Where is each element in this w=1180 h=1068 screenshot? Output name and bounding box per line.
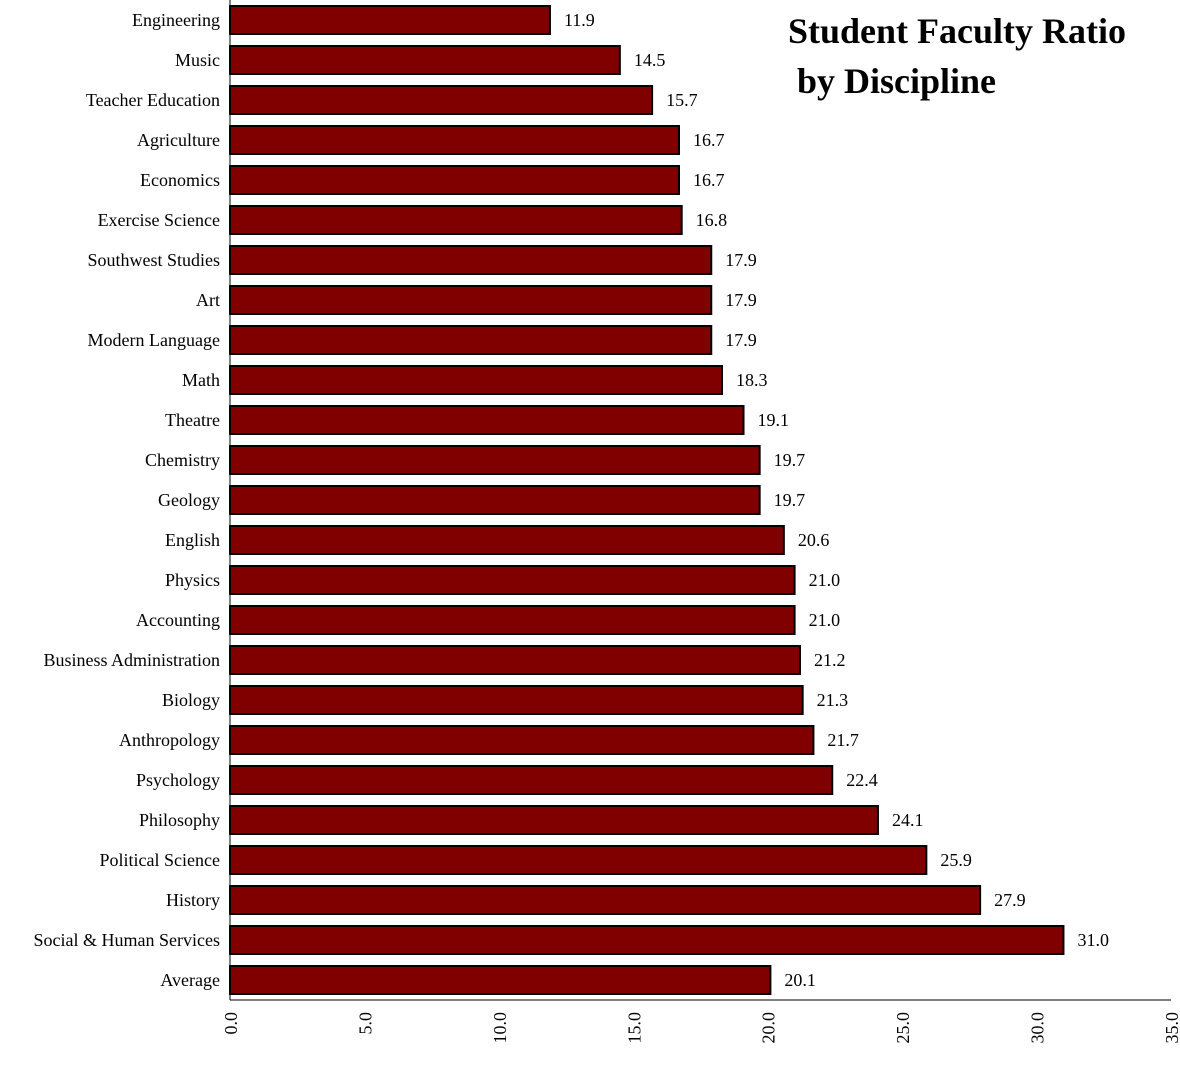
bar: [229, 685, 804, 715]
category-label: Music: [175, 50, 220, 70]
data-label: 21.3: [817, 690, 849, 710]
x-tick-label: 25.0: [893, 1012, 913, 1044]
bar: [229, 125, 680, 155]
category-label: Biology: [162, 690, 220, 710]
bar: [229, 845, 928, 875]
data-label: 16.8: [696, 210, 728, 230]
data-label: 14.5: [634, 50, 666, 70]
data-label: 17.9: [725, 250, 757, 270]
bar: [229, 325, 713, 355]
data-label: 21.2: [814, 650, 846, 670]
data-label: 22.4: [846, 770, 878, 790]
bar: [229, 485, 761, 515]
data-label: 15.7: [666, 90, 698, 110]
data-label: 16.7: [693, 170, 725, 190]
data-label: 21.0: [809, 610, 841, 630]
category-label: Business Administration: [43, 650, 220, 670]
category-label: Economics: [140, 170, 220, 190]
data-label: 20.6: [798, 530, 830, 550]
x-tick-label: 15.0: [624, 1012, 644, 1044]
x-tick-label: 20.0: [759, 1012, 779, 1044]
data-label: 17.9: [725, 290, 757, 310]
category-label: Agriculture: [137, 130, 220, 150]
data-label: 21.7: [827, 730, 859, 750]
data-label: 18.3: [736, 370, 768, 390]
bar: [229, 245, 713, 275]
bar: [229, 45, 621, 75]
data-label: 25.9: [940, 850, 972, 870]
bar: [229, 765, 834, 795]
data-label: 16.7: [693, 130, 725, 150]
category-label: Political Science: [100, 850, 220, 870]
bar: [229, 605, 796, 635]
category-label: Philosophy: [139, 810, 220, 830]
bar: [229, 885, 982, 915]
bar: [229, 365, 724, 395]
bar: [229, 965, 772, 995]
data-label: 27.9: [994, 890, 1026, 910]
data-label: 20.1: [784, 970, 816, 990]
category-label: Art: [196, 290, 220, 310]
category-label: Exercise Science: [98, 210, 220, 230]
bar: [229, 165, 680, 195]
category-label: Engineering: [132, 10, 220, 30]
data-label: 31.0: [1077, 930, 1109, 950]
bar: [229, 85, 654, 115]
category-label: Southwest Studies: [87, 250, 220, 270]
category-label: Chemistry: [145, 450, 220, 470]
category-label: Modern Language: [88, 330, 220, 350]
category-label: Average: [160, 970, 220, 990]
bar: [229, 205, 683, 235]
bar: [229, 405, 745, 435]
category-label: Teacher Education: [86, 90, 220, 110]
category-label: Psychology: [136, 770, 220, 790]
data-label: 19.7: [774, 490, 806, 510]
category-label: Theatre: [165, 410, 220, 430]
bar: [229, 645, 801, 675]
bar: [229, 565, 796, 595]
category-label: Physics: [165, 570, 220, 590]
category-label: Geology: [158, 490, 220, 510]
x-tick-label: 35.0: [1162, 1012, 1180, 1044]
data-label: 11.9: [564, 10, 595, 30]
x-tick-label: 5.0: [355, 1012, 375, 1035]
data-label: 19.7: [774, 450, 806, 470]
x-tick-label: 0.0: [221, 1012, 241, 1035]
x-tick-label: 30.0: [1028, 1012, 1048, 1044]
bar: [229, 525, 785, 555]
category-label: History: [166, 890, 220, 910]
bar: [229, 5, 551, 35]
x-tick-label: 10.0: [490, 1012, 510, 1044]
category-label: Anthropology: [119, 730, 220, 750]
category-label: English: [165, 530, 220, 550]
category-label: Social & Human Services: [34, 930, 220, 950]
data-label: 21.0: [809, 570, 841, 590]
data-label: 19.1: [758, 410, 790, 430]
chart-title: Student Faculty Ratio by Discipline: [788, 11, 1127, 101]
data-label: 17.9: [725, 330, 757, 350]
bar: [229, 285, 713, 315]
bar: [229, 445, 761, 475]
bar: [229, 805, 879, 835]
bar: [229, 925, 1065, 955]
category-label: Math: [182, 370, 220, 390]
data-label: 24.1: [892, 810, 924, 830]
category-label: Accounting: [136, 610, 220, 630]
bar: [229, 725, 815, 755]
